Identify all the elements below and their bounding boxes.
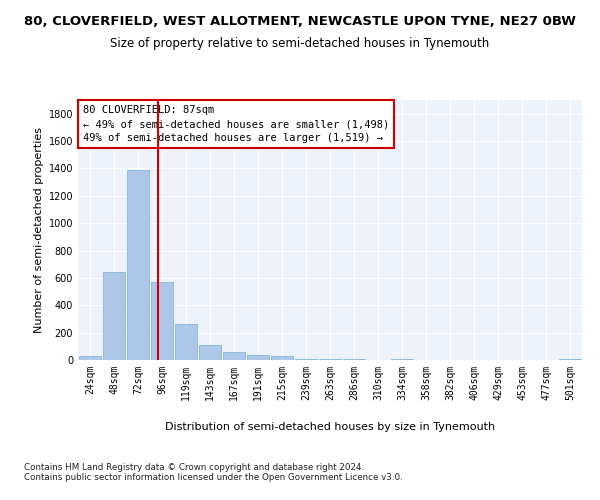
Bar xyxy=(559,358,581,360)
Bar xyxy=(319,358,341,360)
Bar xyxy=(175,324,197,360)
Bar xyxy=(127,170,149,360)
Bar xyxy=(391,358,413,360)
Text: Distribution of semi-detached houses by size in Tynemouth: Distribution of semi-detached houses by … xyxy=(165,422,495,432)
Text: Contains HM Land Registry data © Crown copyright and database right 2024.
Contai: Contains HM Land Registry data © Crown c… xyxy=(24,462,403,482)
Bar xyxy=(295,358,317,360)
Text: 80 CLOVERFIELD: 87sqm
← 49% of semi-detached houses are smaller (1,498)
49% of s: 80 CLOVERFIELD: 87sqm ← 49% of semi-deta… xyxy=(83,105,389,143)
Bar xyxy=(223,352,245,360)
Bar xyxy=(103,272,125,360)
Y-axis label: Number of semi-detached properties: Number of semi-detached properties xyxy=(34,127,44,333)
Text: 80, CLOVERFIELD, WEST ALLOTMENT, NEWCASTLE UPON TYNE, NE27 0BW: 80, CLOVERFIELD, WEST ALLOTMENT, NEWCAST… xyxy=(24,15,576,28)
Bar xyxy=(79,356,101,360)
Bar xyxy=(271,356,293,360)
Bar xyxy=(247,354,269,360)
Bar xyxy=(343,358,365,360)
Bar xyxy=(199,345,221,360)
Bar xyxy=(151,282,173,360)
Text: Size of property relative to semi-detached houses in Tynemouth: Size of property relative to semi-detach… xyxy=(110,38,490,51)
